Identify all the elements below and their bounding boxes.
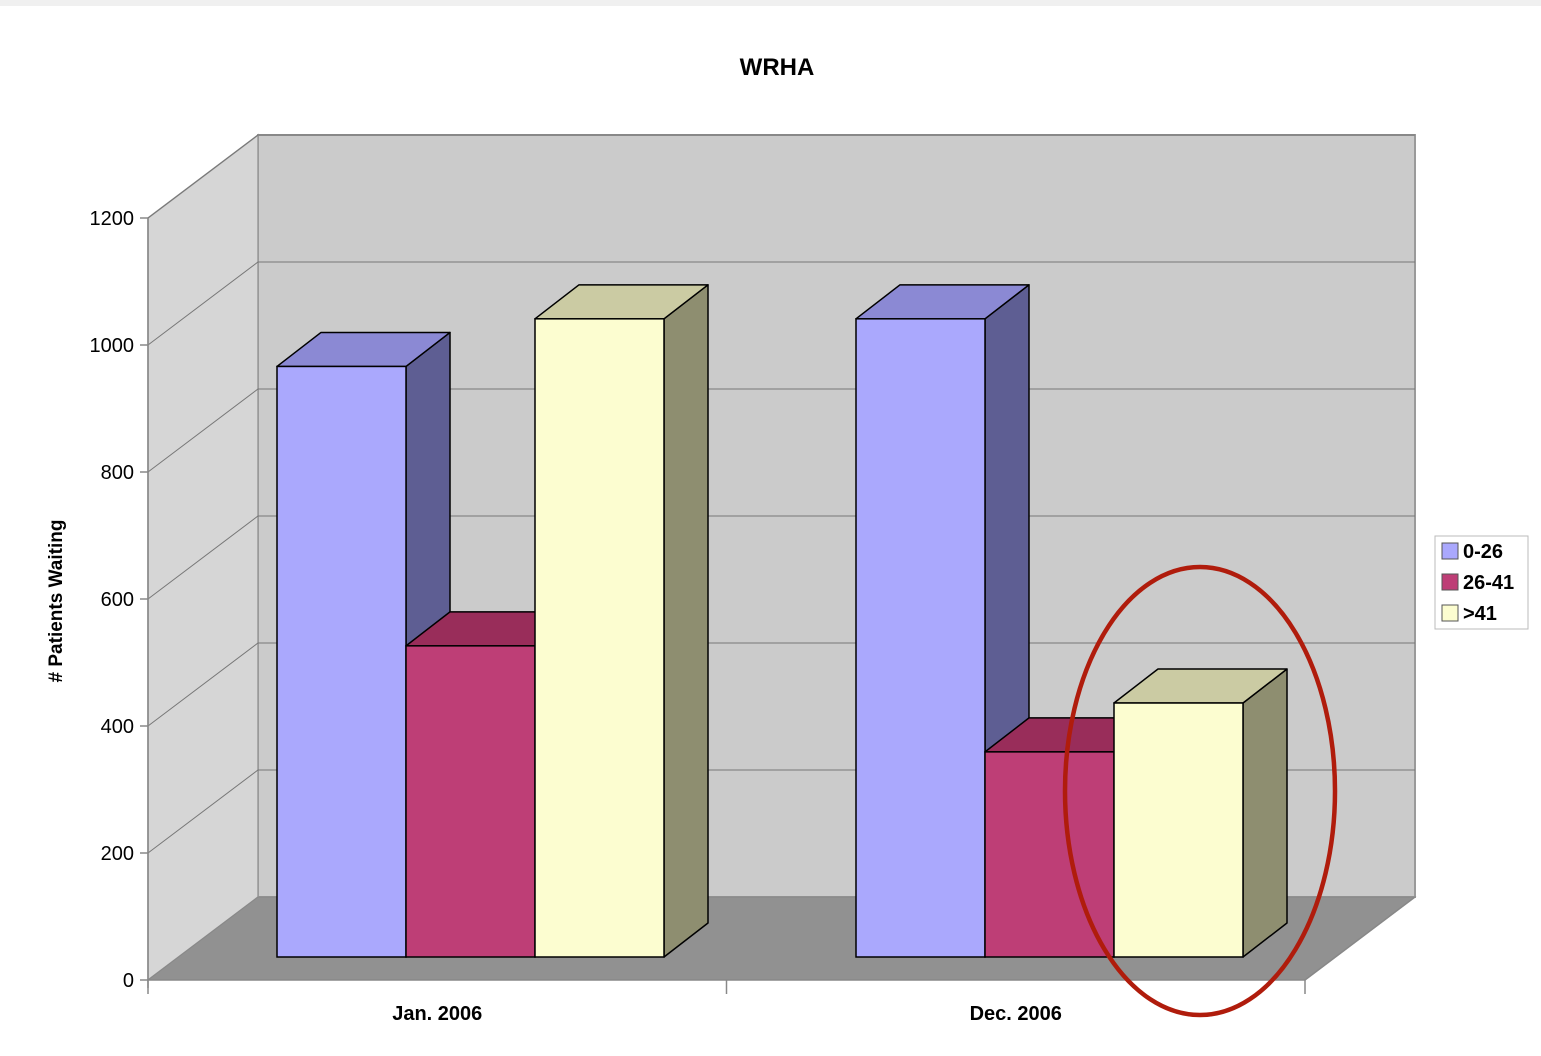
y-tick-label: 1000 (90, 335, 135, 357)
y-axis-label: # Patients Waiting (46, 520, 67, 683)
x-tick-label: Dec. 2006 (970, 1003, 1062, 1025)
legend-label: 0-26 (1463, 541, 1503, 563)
y-tick-label: 600 (101, 589, 134, 611)
legend-label: 26-41 (1463, 572, 1514, 594)
bar-front (534, 318, 665, 958)
bar-front (405, 645, 536, 958)
bar-front (1113, 702, 1244, 958)
legend-swatch (1441, 604, 1459, 622)
y-tick-label: 0 (123, 970, 134, 992)
floor-edge (1304, 896, 1416, 981)
bars (276, 284, 1288, 958)
y-tick-label: 800 (101, 462, 134, 484)
bar-front (855, 318, 986, 958)
bar-front (276, 365, 407, 958)
legend-label: >41 (1463, 603, 1497, 625)
legend-swatch (1441, 573, 1459, 591)
gridline (147, 134, 1415, 219)
bar-side (1242, 668, 1288, 958)
y-tick-label: 1200 (90, 208, 135, 230)
bar (1113, 668, 1288, 958)
y-tick-label: 200 (101, 843, 134, 865)
legend-swatch (1441, 542, 1459, 560)
chart-title: WRHA (740, 54, 815, 81)
legend: 0-26 26-41 >41 (1434, 535, 1529, 630)
gridline (147, 261, 1415, 346)
y-tick-label: 400 (101, 716, 134, 738)
bar (534, 284, 709, 958)
highlight-ellipse (1062, 564, 1338, 1018)
annotation-layer (1062, 564, 1338, 1018)
axes: 0 200 400 600 800 1000 1200 Jan. 2006 Dec. 2006 (90, 208, 1416, 1025)
x-tick-label: Jan. 2006 (392, 1003, 482, 1025)
bar-side (663, 284, 709, 958)
